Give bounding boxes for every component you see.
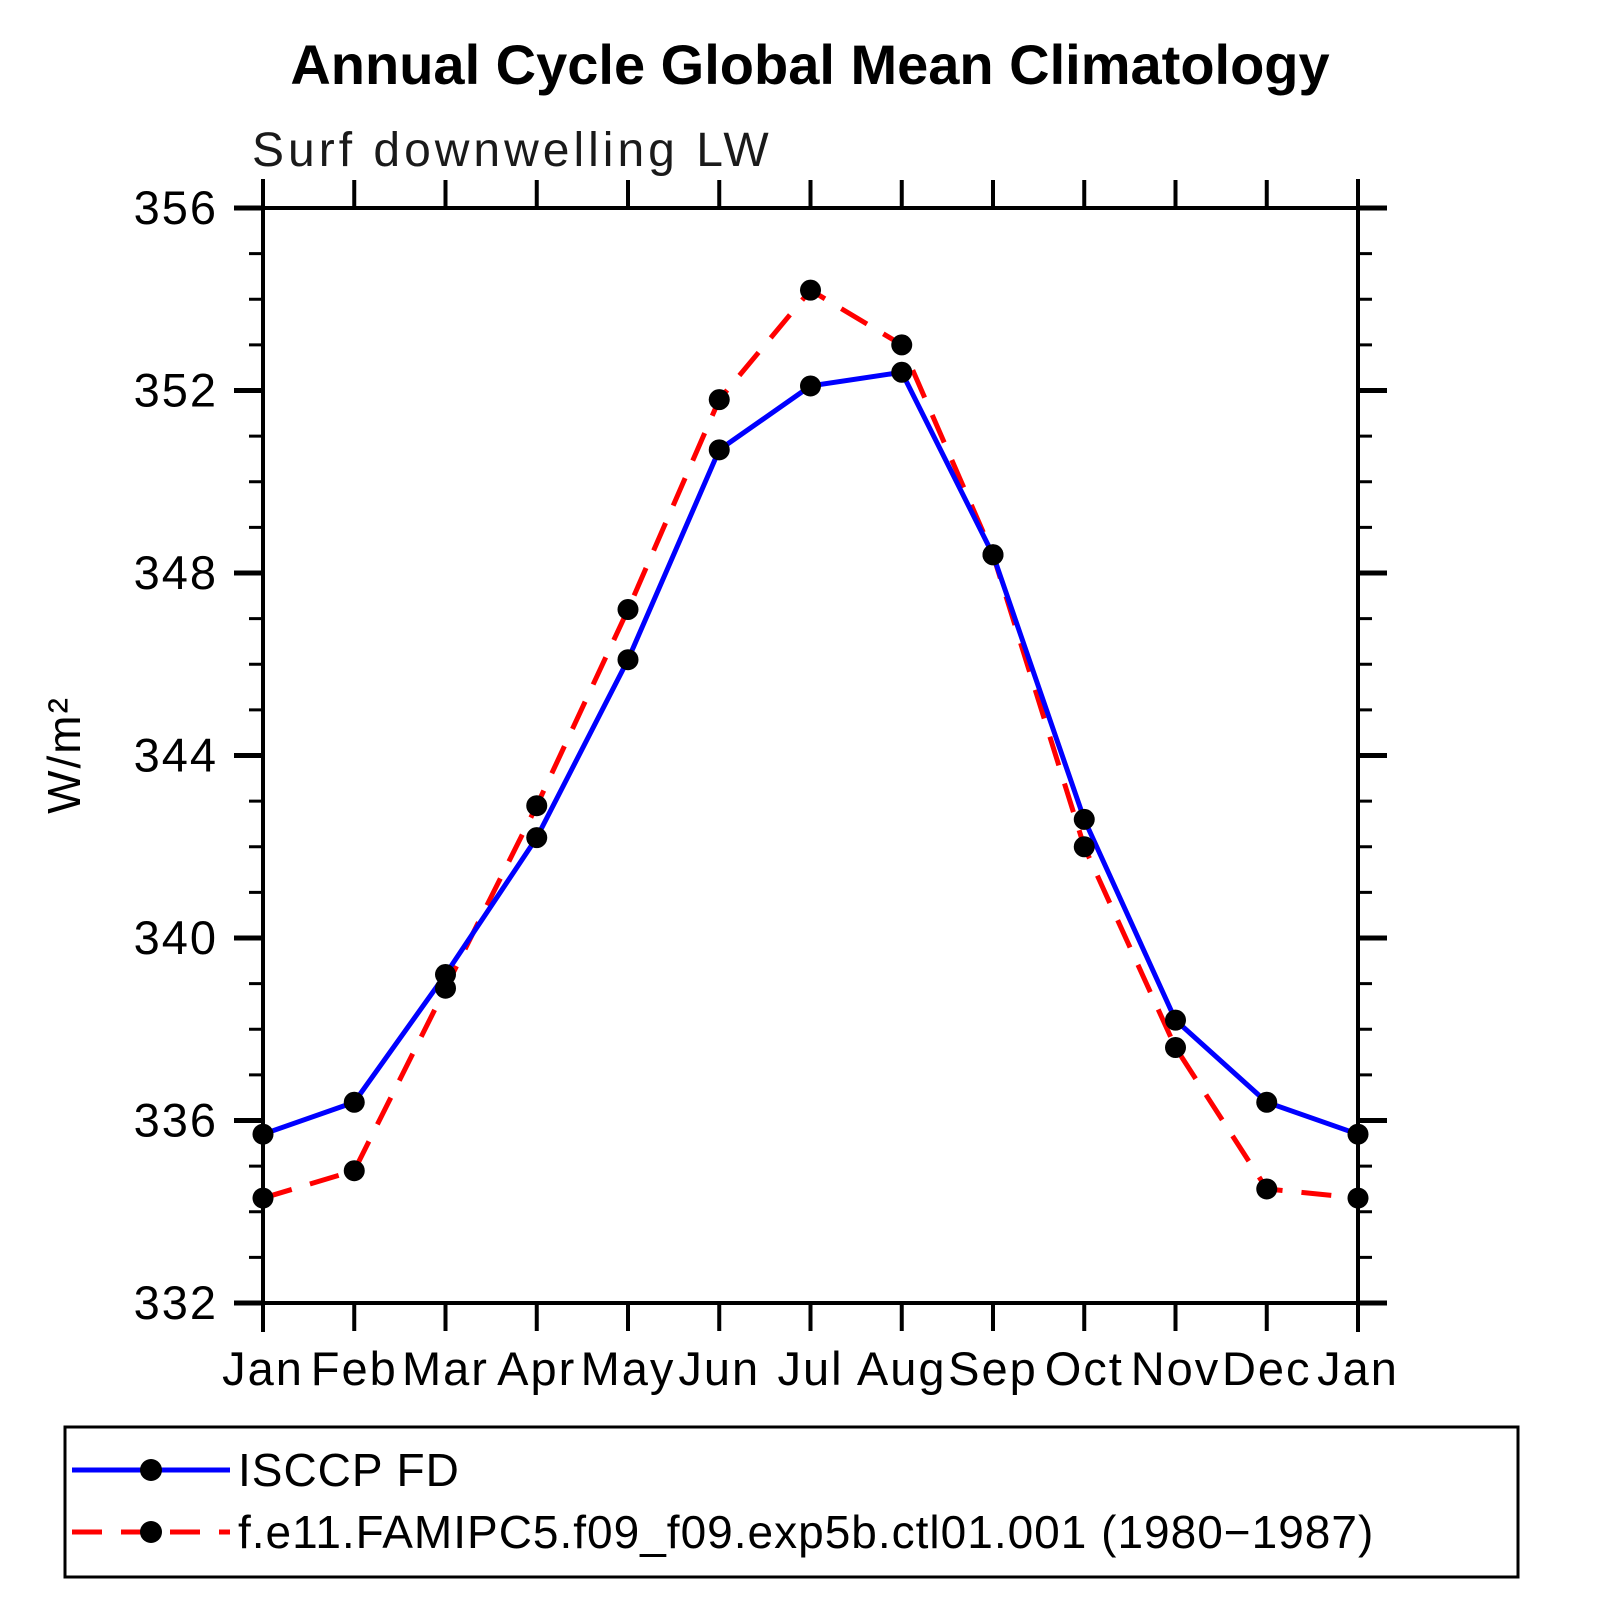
y-tick-label: 336	[134, 1094, 218, 1147]
legend-label: ISCCP FD	[238, 1444, 460, 1496]
x-tick-label: Jul	[777, 1342, 843, 1395]
data-point	[435, 977, 456, 999]
data-point	[1256, 1178, 1278, 1200]
y-tick-label: 340	[134, 911, 218, 964]
x-tick-label: Jan	[1317, 1342, 1399, 1395]
data-point	[252, 1123, 274, 1145]
data-point	[1073, 808, 1095, 830]
data-point	[891, 334, 913, 356]
data-point	[617, 649, 639, 671]
y-tick-label: 348	[134, 546, 218, 599]
series-line-model	[262, 286, 1359, 1201]
x-tick-label: Jun	[678, 1342, 760, 1395]
y-axis-label: W/m²	[38, 696, 90, 814]
data-point	[800, 279, 821, 301]
data-point	[982, 544, 1004, 566]
x-tick-label: Oct	[1045, 1342, 1124, 1395]
x-tick-label: Feb	[311, 1342, 398, 1395]
x-tick-label: May	[581, 1342, 676, 1395]
y-tick-label: 332	[134, 1276, 218, 1329]
y-tick-label: 344	[134, 729, 218, 782]
x-tick-label: Apr	[497, 1342, 576, 1395]
legend-marker	[140, 1459, 162, 1481]
data-point	[343, 1160, 365, 1182]
plot-frame	[234, 179, 1387, 1332]
data-point	[708, 389, 730, 411]
legend-box: ISCCP FD f.e11.FAMIPC5.f09_f09.exp5b.ctl0…	[63, 1425, 1520, 1579]
data-point	[526, 827, 548, 849]
x-tick-label: Dec	[1222, 1342, 1312, 1395]
y-tick-label: 352	[134, 364, 218, 417]
data-point	[800, 375, 821, 397]
data-point	[252, 1187, 274, 1209]
data-point	[617, 599, 639, 620]
legend-border	[63, 1425, 1520, 1579]
y-tick-label: 356	[134, 181, 218, 234]
data-point	[1165, 1009, 1186, 1031]
data-point	[891, 361, 913, 383]
data-point	[1256, 1091, 1278, 1113]
x-tick-label: Mar	[402, 1342, 489, 1395]
data-point	[526, 795, 548, 817]
data-point	[1347, 1187, 1369, 1209]
x-tick-label: Nov	[1131, 1342, 1221, 1395]
legend-marker	[140, 1521, 162, 1543]
chart-subtitle: Surf downwelling LW	[252, 124, 773, 177]
data-point	[1165, 1037, 1186, 1058]
x-tick-label: Aug	[857, 1342, 947, 1395]
x-tick-label: Jan	[222, 1342, 304, 1395]
x-tick-label: Sep	[948, 1342, 1038, 1395]
data-point	[343, 1091, 365, 1113]
data-point	[1073, 836, 1095, 858]
data-point	[708, 439, 730, 461]
legend-label: f.e11.FAMIPC5.f09_f09.exp5b.ctl01.001 (1…	[238, 1506, 1374, 1558]
data-series	[252, 279, 1369, 1209]
chart-title: Annual Cycle Global Mean Climatology	[290, 33, 1329, 96]
axis-ticks	[234, 180, 1387, 1331]
data-point	[1347, 1123, 1369, 1145]
